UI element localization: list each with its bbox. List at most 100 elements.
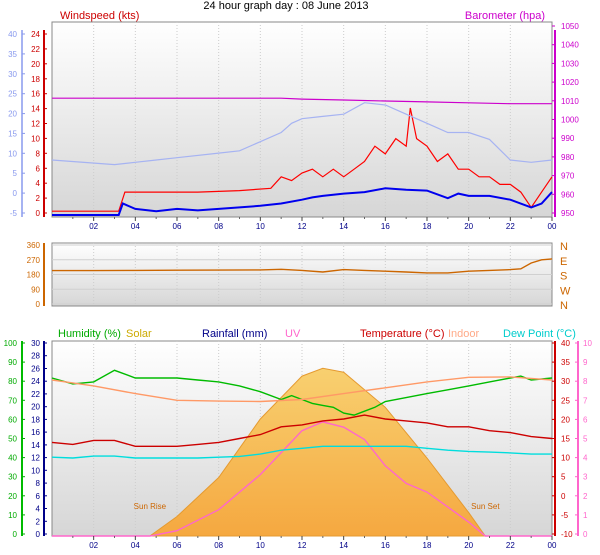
sunrise-annotation: Sun Rise: [134, 502, 167, 511]
sunset-annotation: Sun Set: [471, 502, 500, 511]
left-inner-tick: 18: [31, 75, 40, 84]
x-tick-label: 06: [173, 222, 182, 231]
left-outer-tick: 35: [8, 50, 17, 59]
humidity-tick: 0: [13, 530, 18, 539]
right-tick: 1010: [561, 97, 579, 106]
left-inner-tick: 8: [36, 149, 41, 158]
right-tick: 960: [561, 190, 575, 199]
x-tick-label: 10: [256, 541, 265, 550]
indoor-series: [51, 376, 553, 403]
x-tick-label: 08: [214, 222, 223, 231]
barometer-series: [52, 97, 552, 105]
light_blue-series: [51, 102, 553, 166]
rainfall-tick: 24: [31, 377, 40, 386]
right-tick: 1030: [561, 59, 579, 68]
solar-area: [52, 367, 552, 537]
uv-tick: 7: [583, 396, 588, 405]
gust-series: [52, 107, 553, 212]
x-tick-label: 16: [381, 541, 390, 550]
humidity-tick: 60: [8, 415, 17, 424]
uv-tick: 9: [583, 358, 588, 367]
uv-tick: 1: [583, 511, 588, 520]
right-tick: 1000: [561, 116, 579, 125]
rainfall-tick: 28: [31, 352, 40, 361]
x-tick-label: 08: [214, 541, 223, 550]
uv-tick: 6: [583, 415, 588, 424]
temperature-tick: 20: [561, 415, 570, 424]
barometer-label: Barometer (hpa): [465, 10, 545, 22]
right-tick: 990: [561, 134, 575, 143]
rainfall-tick: 8: [36, 479, 41, 488]
humidity-tick: 90: [8, 358, 17, 367]
direction-series: [52, 258, 553, 274]
left-inner-tick: 10: [31, 134, 40, 143]
x-tick-label: 02: [89, 222, 98, 231]
rainfall-tick: 20: [31, 403, 40, 412]
rainfall-tick: 14: [31, 441, 40, 450]
uv-tick: 8: [583, 377, 588, 386]
rainfall-tick: 26: [31, 365, 40, 374]
uv-series: [52, 421, 552, 537]
humidity-tick: 70: [8, 396, 17, 405]
left-inner-tick: 12: [31, 120, 40, 129]
compass-letter: W: [560, 285, 571, 297]
direction-tick: 90: [31, 285, 40, 294]
rainfall-tick: 6: [36, 492, 41, 501]
uv-tick: 10: [583, 339, 592, 348]
rainfall-tick: 0: [36, 530, 41, 539]
x-tick-label: 04: [131, 541, 140, 550]
humidity-tick: 40: [8, 454, 17, 463]
left-inner-tick: 2: [36, 194, 41, 203]
right-tick: 970: [561, 172, 575, 181]
dew_point-series: [51, 445, 552, 459]
left-inner-tick: 20: [31, 60, 40, 69]
uv-tick: 4: [583, 454, 588, 463]
left-outer-tick: 20: [8, 110, 17, 119]
compass-letter: N: [560, 300, 568, 312]
rainfall-tick: 2: [36, 517, 41, 526]
temperature-tick: 10: [561, 454, 570, 463]
temperature-tick: 15: [561, 435, 570, 444]
direction-tick: 360: [27, 241, 41, 250]
temperature-tick: -10: [561, 530, 573, 539]
indoor-label: Indoor: [448, 328, 480, 340]
left-inner-tick: 24: [31, 30, 40, 39]
x-tick-label: 02: [89, 541, 98, 550]
left-inner-tick: 14: [31, 105, 40, 114]
x-tick-label: 18: [423, 222, 432, 231]
rainfall-tick: 12: [31, 454, 40, 463]
x-tick-label: 10: [256, 222, 265, 231]
x-tick-label: 20: [464, 222, 473, 231]
temperature-series: [51, 414, 553, 447]
uv-tick: 5: [583, 435, 588, 444]
temperature-tick: 40: [561, 339, 570, 348]
rainfall-label: Rainfall (mm): [202, 328, 267, 340]
humidity-tick: 100: [4, 339, 18, 348]
temperature-tick: 25: [561, 396, 570, 405]
humidity-tick: 10: [8, 511, 17, 520]
x-tick-label: 16: [381, 222, 390, 231]
uv-tick: 3: [583, 473, 588, 482]
x-tick-label: 12: [298, 541, 307, 550]
left-outer-tick: 30: [8, 70, 17, 79]
right-tick: 950: [561, 209, 575, 218]
uv-tick: 2: [583, 492, 588, 501]
humidity-tick: 80: [8, 377, 17, 386]
direction-tick: 180: [27, 271, 41, 280]
humidity-series: [51, 369, 553, 416]
x-tick-label: 20: [464, 541, 473, 550]
rainfall-tick: 16: [31, 428, 40, 437]
compass-letter: N: [560, 241, 568, 253]
compass-letter: S: [560, 271, 567, 283]
rainfall-tick: 18: [31, 415, 40, 424]
left-outer-tick: 15: [8, 129, 17, 138]
x-tick-label: 14: [339, 222, 348, 231]
windspeed-label: Windspeed (kts): [60, 10, 139, 22]
x-tick-label: 22: [506, 541, 515, 550]
left-outer-tick: -5: [10, 209, 18, 218]
left-outer-tick: 5: [13, 169, 18, 178]
right-tick: 1050: [561, 22, 579, 31]
